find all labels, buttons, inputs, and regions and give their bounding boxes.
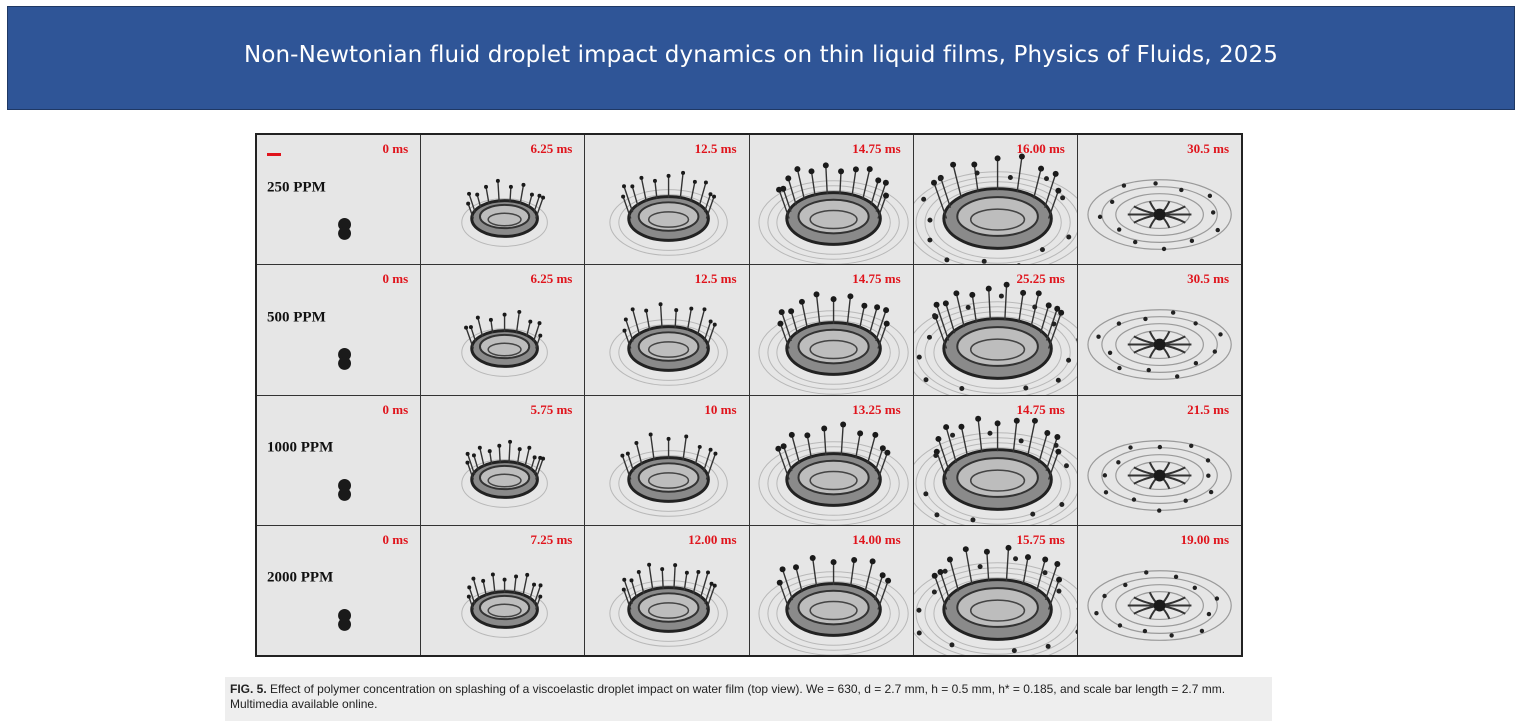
- droplet-image: [338, 608, 352, 631]
- frame-cell: 12.5 ms: [585, 135, 749, 265]
- frame-time-label: 6.25 ms: [530, 271, 573, 287]
- concentration-label: 2000 PPM: [267, 569, 334, 586]
- frame-time-label: 7.25 ms: [530, 531, 573, 547]
- splash-image: [757, 162, 909, 265]
- caption-fig-label: FIG. 5.: [230, 682, 267, 696]
- frame-time-label: 13.25 ms: [852, 401, 901, 417]
- splash-image: [757, 554, 909, 655]
- splash-image: [609, 431, 729, 517]
- frame-cell: 21.5 ms: [1077, 395, 1241, 525]
- frame-cell: 14.75 ms: [749, 265, 913, 395]
- splash-image: [1087, 439, 1232, 513]
- frame-cell: 16.00 ms: [913, 135, 1077, 265]
- frame-cell: 12.5 ms: [585, 265, 749, 395]
- frame-time-label: 0 ms: [382, 531, 409, 547]
- frame-time-label: 0 ms: [382, 401, 409, 417]
- frame-cell: 0 ms 250 PPM: [257, 135, 421, 265]
- splash-image: [913, 544, 1077, 655]
- figure-grid: 0 ms 250 PPM 6.25 ms 12.5 ms 14.75 ms 16.00 m…: [255, 133, 1243, 657]
- concentration-label: 500 PPM: [267, 309, 326, 326]
- frame-time-label: 14.75 ms: [852, 271, 901, 287]
- splash-image: [913, 281, 1077, 395]
- frame-time-label: 5.75 ms: [530, 401, 573, 417]
- frame-time-label: 21.5 ms: [1187, 401, 1229, 417]
- droplet-image: [338, 478, 352, 501]
- splash-image: [461, 310, 549, 378]
- splash-image: [913, 415, 1077, 525]
- splash-image: [461, 439, 549, 508]
- frame-time-label: 12.5 ms: [694, 141, 737, 156]
- banner-title: Non-Newtonian fluid droplet impact dynam…: [244, 42, 1278, 68]
- scale-bar: [267, 153, 281, 156]
- frame-time-label: 12.00 ms: [688, 531, 737, 547]
- frame-cell: 0 ms 2000 PPM: [257, 525, 421, 655]
- splash-image: [609, 170, 729, 256]
- frame-cell: 0 ms 1000 PPM: [257, 395, 421, 525]
- frame-cell: 0 ms 500 PPM: [257, 265, 421, 395]
- concentration-label: 250 PPM: [267, 179, 326, 196]
- frame-time-label: 0 ms: [382, 141, 409, 156]
- concentration-label: 1000 PPM: [267, 439, 334, 456]
- frame-time-label: 30.5 ms: [1187, 271, 1229, 287]
- frame-cell: 30.5 ms: [1077, 135, 1241, 265]
- frame-time-label: 14.75 ms: [852, 141, 901, 156]
- droplet-image: [338, 348, 352, 371]
- frame-time-label: 25.25 ms: [1016, 271, 1065, 287]
- figure-caption: FIG. 5. Effect of polymer concentration …: [225, 677, 1272, 721]
- frame-cell: 14.00 ms: [749, 525, 913, 655]
- frame-cell: 6.25 ms: [421, 265, 585, 395]
- splash-image: [1087, 179, 1232, 252]
- droplet-image: [338, 218, 352, 240]
- frame-time-label: 16.00 ms: [1016, 141, 1065, 156]
- frame-time-label: 30.5 ms: [1187, 141, 1229, 156]
- frame-time-label: 0 ms: [382, 271, 409, 287]
- frame-time-label: 19.00 ms: [1180, 531, 1229, 547]
- frame-cell: 6.25 ms: [421, 135, 585, 265]
- caption-text: Effect of polymer concentration on splas…: [230, 682, 1226, 711]
- frame-cell: 14.75 ms: [749, 135, 913, 265]
- frame-time-label: 14.75 ms: [1016, 401, 1065, 417]
- splash-image: [757, 291, 909, 395]
- frame-cell: 30.5 ms: [1077, 265, 1241, 395]
- splash-image: [609, 302, 729, 387]
- frame-time-label: 14.00 ms: [852, 531, 901, 547]
- frame-cell: 25.25 ms: [913, 265, 1077, 395]
- frame-time-label: 12.5 ms: [694, 271, 737, 287]
- frame-cell: 13.25 ms: [749, 395, 913, 525]
- frame-time-label: 10 ms: [704, 401, 737, 417]
- frame-cell: 10 ms: [585, 395, 749, 525]
- splash-image: [1087, 569, 1232, 641]
- frame-cell: 12.00 ms: [585, 525, 749, 655]
- frame-cell: 19.00 ms: [1077, 525, 1241, 655]
- title-banner: Non-Newtonian fluid droplet impact dynam…: [7, 6, 1515, 110]
- frame-cell: 14.75 ms: [913, 395, 1077, 525]
- frame-cell: 7.25 ms: [421, 525, 585, 655]
- splash-image: [461, 572, 549, 638]
- splash-image: [461, 178, 549, 247]
- splash-image: [609, 562, 729, 647]
- frame-time-label: 15.75 ms: [1016, 531, 1065, 547]
- splash-image: [1087, 309, 1232, 381]
- splash-image: [913, 153, 1077, 265]
- frame-cell: 5.75 ms: [421, 395, 585, 525]
- frame-time-label: 6.25 ms: [530, 141, 573, 156]
- frame-cell: 15.75 ms: [913, 525, 1077, 655]
- splash-image: [757, 421, 909, 525]
